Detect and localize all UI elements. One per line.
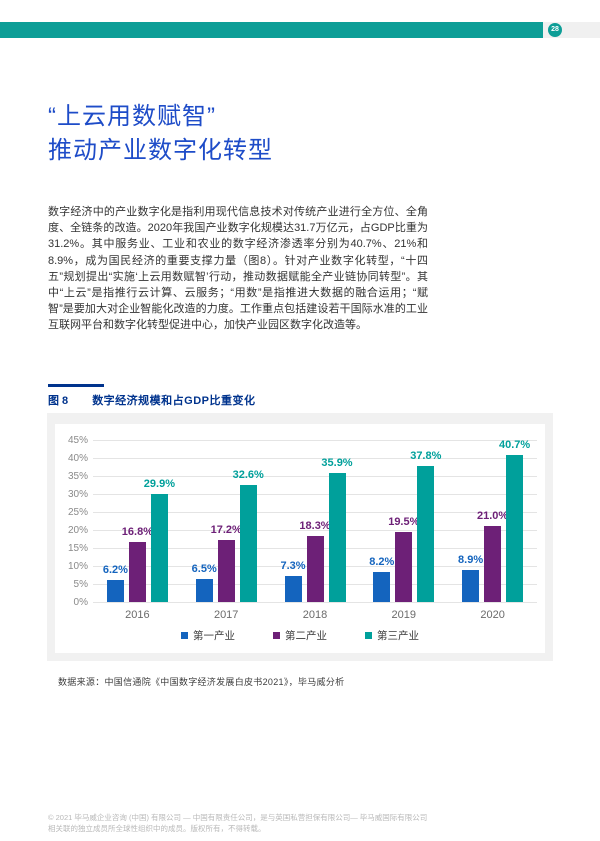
gridline [93,440,537,441]
x-axis-tick-label: 2020 [480,609,505,621]
bar-value-label: 35.9% [321,456,353,469]
bar-value-label: 40.7% [498,439,531,452]
legend-swatch-icon [181,632,188,639]
chart-legend: 第一产业 第二产业 第三产业 [55,628,545,643]
bar-value-label: 19.5% [388,515,420,528]
figure-source: 数据来源：中国信通院《中国数字经济发展白皮书2021》，毕马威分析 [58,677,345,687]
bar-value-label: 6.5% [191,562,217,575]
top-accent-bar [0,22,543,38]
bar-第三产业-2016 [150,494,168,602]
legend-swatch-icon [365,632,372,639]
bar-第一产业-2016 [106,579,124,602]
legend-label: 第三产业 [377,630,419,642]
gridline [93,494,537,495]
bar-chart: 45% 40% 35% 30% 25% 20% 15% 10% 5% 0% 6.2% 16.8% 29.… [55,424,545,653]
bar-value-label: 6.2% [102,563,128,576]
gridline [93,476,537,477]
bar-第一产业-2018 [284,575,302,602]
legend-swatch-icon [273,632,280,639]
figure-header: 图 8 数字经济规模和占GDP比重变化 [48,384,256,408]
bar-第一产业-2017 [195,578,213,602]
y-axis-tick-label: 20% [67,524,88,536]
y-axis-tick-label: 15% [67,542,88,554]
bar-第一产业-2019 [373,572,391,602]
bar-第一产业-2020 [462,569,480,602]
gridline [93,602,537,603]
page-footer: © 2021 毕马威企业咨询 (中国) 有限公司 — 中国有限责任公司，是与英国… [48,812,427,834]
footer-line1: © 2021 毕马威企业咨询 (中国) 有限公司 — 中国有限责任公司，是与英国… [48,813,428,822]
x-axis-tick-label: 2019 [391,609,417,621]
legend-item-第二产业: 第二产业 [273,628,327,643]
bar-value-label: 21.0% [476,510,509,523]
figure-caption: 数字经济规模和占GDP比重变化 [92,395,256,407]
x-axis-tick-label: 2017 [213,609,239,621]
legend-item-第三产业: 第三产业 [365,628,419,643]
y-axis-tick-label: 5% [73,578,88,590]
x-axis-tick-label: 2018 [302,609,328,621]
bar-value-label: 32.6% [232,468,264,481]
body-paragraph: 数字经济中的产业数字化是指利用现代信息技术对传统产业进行全方位、全角度、全链条的… [48,206,428,332]
y-axis-tick-label: 40% [67,452,88,464]
bar-第三产业-2017 [239,484,257,602]
gridline [93,458,537,459]
bar-第二产业-2019 [395,531,413,602]
bar-第二产业-2016 [128,541,146,602]
bar-第二产业-2017 [217,540,235,602]
y-axis-tick-label: 25% [67,506,88,518]
bar-第二产业-2018 [306,536,324,602]
footer-line2: 相关联的独立成员所全球性组织中的成员。版权所有，不得转载。 [48,824,266,833]
y-axis-tick-label: 10% [67,560,88,572]
y-axis-tick-label: 0% [73,596,88,608]
bar-value-label: 17.2% [210,524,242,537]
gridline [93,530,537,531]
y-axis-tick-label: 30% [67,488,88,500]
bar-value-label: 8.2% [369,556,395,569]
gridline [93,512,537,513]
bar-第三产业-2018 [328,472,346,602]
y-axis-tick-label: 45% [67,434,88,446]
bar-第二产业-2020 [484,526,502,602]
figure-rule [48,384,104,387]
bar-value-label: 29.9% [143,478,175,491]
figure-label: 图 8 [48,395,69,407]
legend-label: 第二产业 [285,630,327,642]
page-title-line1: “上云用数赋智” [48,103,216,130]
chart-card: 45% 40% 35% 30% 25% 20% 15% 10% 5% 0% 6.2% 16.8% 29.… [47,413,553,661]
bar-value-label: 18.3% [299,520,331,533]
bar-value-label: 16.8% [121,525,153,538]
bar-value-label: 7.3% [280,559,306,572]
bar-value-label: 8.9% [458,553,484,566]
bar-第三产业-2020 [506,455,524,602]
x-axis-tick-label: 2016 [125,609,150,621]
page-title-line2: 推动产业数字化转型 [48,137,273,164]
page-number-strip: 28 [543,22,600,38]
legend-item-第一产业: 第一产业 [181,628,235,643]
page-title: “上云用数赋智” 推动产业数字化转型 [48,100,273,168]
page-number-badge: 28 [548,23,562,37]
bar-第三产业-2019 [417,465,435,602]
legend-label: 第一产业 [193,630,235,642]
bar-value-label: 37.8% [410,449,442,462]
y-axis-tick-label: 35% [67,470,88,482]
